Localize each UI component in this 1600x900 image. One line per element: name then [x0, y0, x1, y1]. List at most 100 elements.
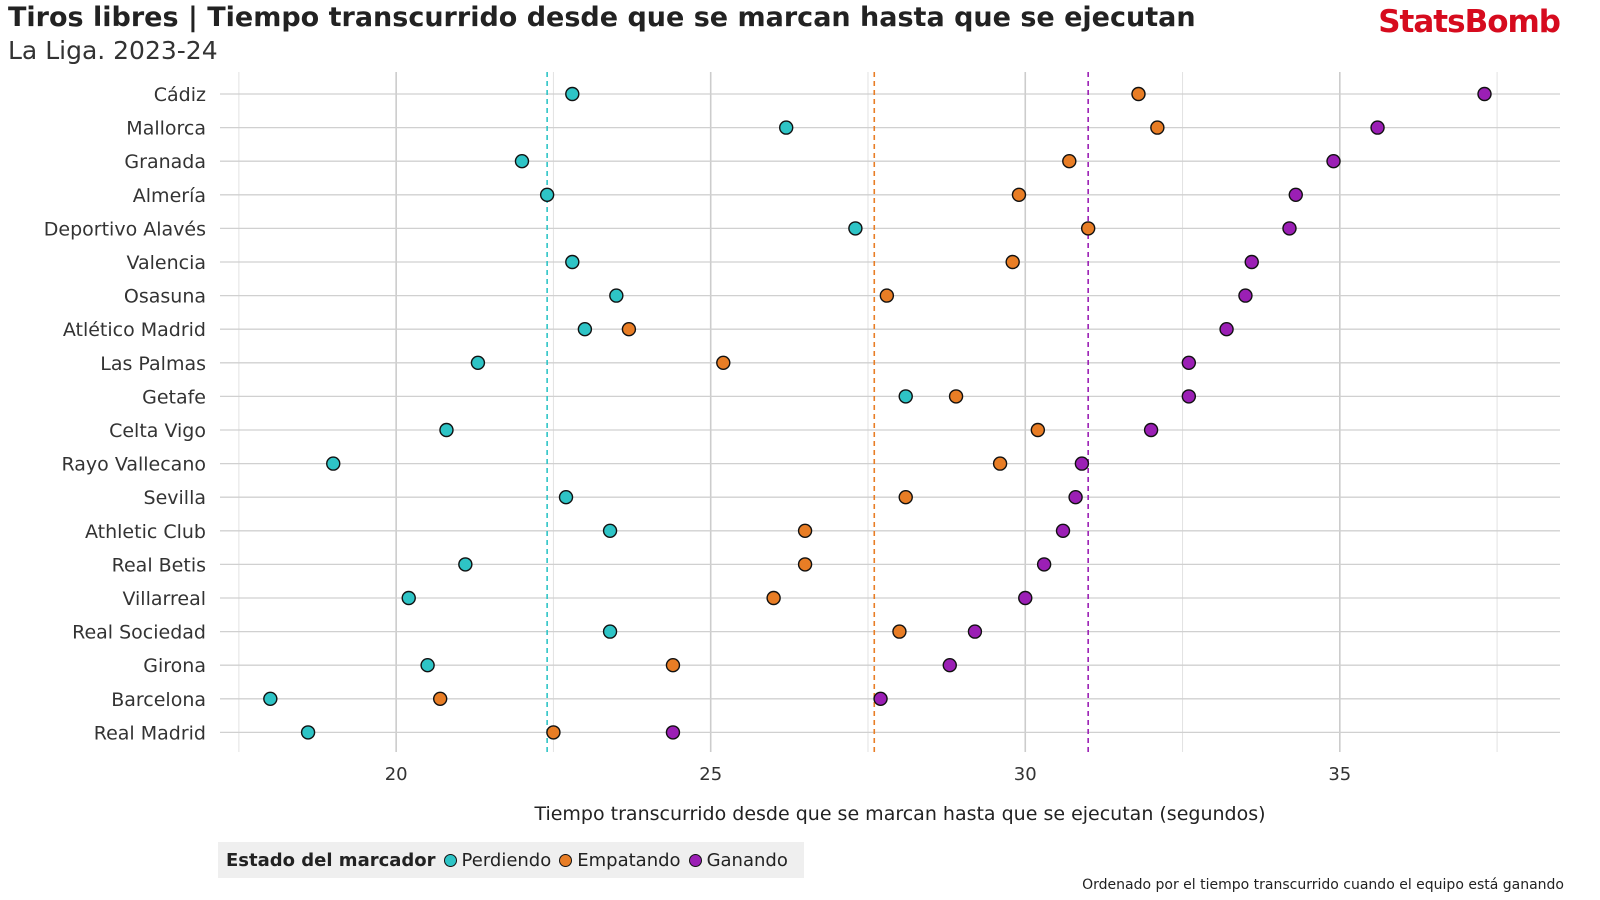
legend-dot-empatando: [559, 853, 573, 867]
team-label: Osasuna: [124, 286, 206, 308]
grid-layer: [220, 72, 1560, 752]
points-layer: [263, 86, 1492, 740]
legend-item-perdiendo: Perdiendo: [443, 849, 552, 871]
point-perdiendo: [514, 153, 530, 169]
point-empatando: [992, 456, 1008, 471]
point-ganando: [1282, 221, 1297, 236]
team-label: Granada: [124, 151, 206, 173]
legend-label-ganando: Ganando: [706, 849, 788, 871]
point-empatando: [879, 288, 895, 303]
point-ganando: [967, 624, 983, 639]
team-label: Real Betis: [112, 554, 206, 576]
x-axis-label: Tiempo transcurrido desde que se marcan …: [534, 803, 1266, 825]
point-ganando: [1219, 322, 1234, 337]
point-empatando: [665, 658, 681, 673]
point-empatando: [432, 691, 448, 706]
labels-layer: 20 25 30 35 Cádiz Mallorca Granada Almería Depor…: [44, 84, 1351, 785]
point-ganando: [1036, 557, 1052, 572]
x-tick-label: 35: [1328, 764, 1351, 785]
team-label: Real Sociedad: [72, 622, 206, 644]
point-ganando: [665, 725, 681, 740]
point-perdiendo: [558, 490, 574, 505]
point-empatando: [1131, 86, 1146, 102]
team-label: Almería: [133, 185, 206, 207]
statsbomb-logo: StatsBomb: [1378, 4, 1561, 40]
point-perdiendo: [420, 658, 435, 673]
legend-title: Estado del marcador: [226, 849, 436, 871]
team-label: Sevilla: [144, 487, 206, 509]
legend-label-empatando: Empatando: [577, 849, 681, 871]
point-perdiendo: [602, 624, 618, 639]
point-empatando: [1030, 422, 1046, 438]
team-label: Barcelona: [111, 689, 206, 711]
point-perdiendo: [263, 691, 278, 706]
point-perdiendo: [470, 355, 486, 370]
point-perdiendo: [300, 725, 316, 740]
point-empatando: [797, 557, 813, 572]
team-label: Girona: [143, 655, 206, 677]
point-perdiendo: [577, 322, 593, 337]
point-perdiendo: [609, 288, 624, 303]
point-ganando: [1288, 187, 1303, 203]
team-label: Getafe: [142, 386, 206, 408]
legend-item-ganando: Ganando: [688, 849, 788, 871]
chart-caption: Ordenado por el tiempo transcurrido cuan…: [1082, 877, 1564, 893]
point-empatando: [797, 523, 813, 538]
legend: Estado del marcador Perdiendo Empatando …: [218, 842, 804, 878]
team-label: Atlético Madrid: [63, 319, 206, 341]
legend-dot-ganando: [688, 853, 702, 867]
point-empatando: [1080, 221, 1096, 236]
point-ganando: [1244, 254, 1259, 270]
point-ganando: [942, 658, 957, 673]
point-empatando: [1005, 254, 1020, 270]
point-empatando: [1150, 120, 1165, 135]
point-ganando: [1055, 523, 1071, 538]
point-ganando: [1477, 86, 1492, 102]
point-empatando: [892, 624, 907, 639]
point-perdiendo: [778, 120, 794, 135]
point-perdiendo: [401, 590, 416, 606]
point-perdiendo: [539, 187, 555, 203]
legend-label-perdiendo: Perdiendo: [461, 849, 552, 871]
point-empatando: [898, 490, 913, 505]
team-label: Cádiz: [154, 84, 206, 106]
point-perdiendo: [326, 456, 341, 471]
point-empatando: [766, 590, 781, 606]
x-tick-label: 20: [385, 764, 408, 785]
chart-title: Tiros libres | Tiempo transcurrido desde…: [8, 2, 1196, 33]
point-ganando: [1018, 590, 1033, 606]
point-empatando: [621, 322, 637, 337]
legend-item-empatando: Empatando: [559, 849, 681, 871]
point-perdiendo: [602, 523, 618, 538]
x-tick-label: 25: [699, 764, 722, 785]
point-empatando: [1011, 187, 1027, 203]
team-label: Deportivo Alavés: [44, 218, 206, 240]
point-empatando: [948, 389, 964, 404]
point-empatando: [1062, 153, 1077, 169]
point-ganando: [873, 691, 888, 706]
point-perdiendo: [848, 221, 863, 236]
point-ganando: [1074, 456, 1090, 471]
dot-plot: 20 25 30 35 Cádiz Mallorca Granada Almería Depor…: [44, 72, 1560, 785]
point-perdiendo: [458, 557, 473, 572]
mean-lines-layer: [546, 72, 1089, 752]
chart-subtitle: La Liga. 2023-24: [8, 36, 218, 65]
point-perdiendo: [439, 422, 454, 438]
team-label: Las Palmas: [100, 353, 206, 375]
x-tick-label: 30: [1014, 764, 1037, 785]
point-perdiendo: [898, 389, 913, 404]
team-label: Villarreal: [122, 588, 206, 610]
team-label: Valencia: [126, 252, 206, 274]
point-perdiendo: [565, 254, 580, 270]
point-empatando: [716, 355, 731, 370]
point-ganando: [1068, 490, 1083, 505]
point-ganando: [1181, 355, 1197, 370]
point-ganando: [1181, 389, 1197, 404]
point-ganando: [1238, 288, 1253, 303]
point-ganando: [1370, 120, 1385, 135]
legend-dot-perdiendo: [443, 853, 457, 867]
team-label: Athletic Club: [85, 521, 206, 543]
point-empatando: [546, 725, 561, 740]
team-label: Real Madrid: [94, 722, 206, 744]
team-label: Rayo Vallecano: [61, 454, 206, 476]
